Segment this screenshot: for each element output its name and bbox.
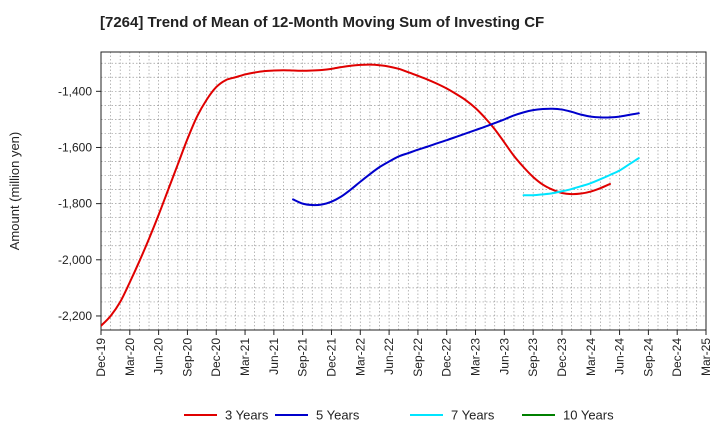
x-tick-label: Jun-23 bbox=[497, 338, 511, 375]
x-tick-label: Sep-23 bbox=[526, 338, 540, 377]
y-tick-label: -1,400 bbox=[58, 84, 92, 98]
plot-area: -1,400 -1,600 -1,800 -2,000 -2,200 Dec-19 Mar-… bbox=[58, 51, 713, 377]
x-tick-label: Jun-20 bbox=[152, 338, 166, 375]
x-tick-label: Dec-23 bbox=[555, 338, 569, 377]
chart-title: [7264] Trend of Mean of 12-Month Moving … bbox=[100, 14, 544, 31]
x-tick-label: Sep-20 bbox=[180, 338, 194, 377]
y-tick-label: -2,200 bbox=[58, 309, 92, 323]
series-line-7-years bbox=[522, 157, 640, 197]
x-tick-label: Jun-22 bbox=[382, 338, 396, 375]
x-tick-label: Mar-25 bbox=[699, 338, 713, 376]
legend-label-7-years: 7 Years bbox=[451, 408, 495, 423]
x-tick-label: Dec-22 bbox=[440, 338, 454, 377]
x-tick-label: Jun-21 bbox=[267, 338, 281, 375]
x-tick-label: Sep-21 bbox=[296, 338, 310, 377]
legend-label-5-years: 5 Years bbox=[316, 408, 360, 423]
x-tick-label: Dec-24 bbox=[670, 338, 684, 377]
series-line-3-years bbox=[101, 63, 611, 327]
series-line-5-years bbox=[292, 107, 640, 207]
x-tick-label: Mar-21 bbox=[238, 338, 252, 376]
legend-item-3-years: 3 Years bbox=[184, 408, 269, 423]
x-tick-label: Sep-24 bbox=[641, 338, 655, 377]
x-tick-label: Mar-22 bbox=[353, 338, 367, 376]
x-tick-label: Mar-20 bbox=[123, 338, 137, 376]
legend-label-3-years: 3 Years bbox=[225, 408, 269, 423]
x-tick-label: Dec-20 bbox=[209, 338, 223, 377]
x-tick-label: Mar-24 bbox=[584, 338, 598, 376]
y-axis-label: Amount (million yen) bbox=[7, 132, 22, 251]
legend-label-10-years: 10 Years bbox=[563, 408, 614, 423]
y-tick-label: -2,000 bbox=[58, 253, 92, 267]
plot-border bbox=[100, 51, 707, 331]
x-tick-label: Dec-19 bbox=[94, 338, 108, 377]
legend-item-7-years: 7 Years bbox=[410, 408, 495, 423]
x-tick-label: Sep-22 bbox=[411, 338, 425, 377]
x-tick-label: Dec-21 bbox=[324, 338, 338, 377]
y-tick-label: -1,800 bbox=[58, 197, 92, 211]
legend-item-10-years: 10 Years bbox=[522, 408, 614, 423]
x-tick-label: Jun-24 bbox=[613, 338, 627, 375]
x-tick-label: Mar-23 bbox=[469, 338, 483, 376]
plot-background bbox=[101, 52, 706, 330]
y-tick-label: -1,600 bbox=[58, 140, 92, 154]
legend: 3 Years 5 Years 7 Years 10 Years bbox=[184, 408, 614, 423]
legend-item-5-years: 5 Years bbox=[275, 408, 360, 423]
